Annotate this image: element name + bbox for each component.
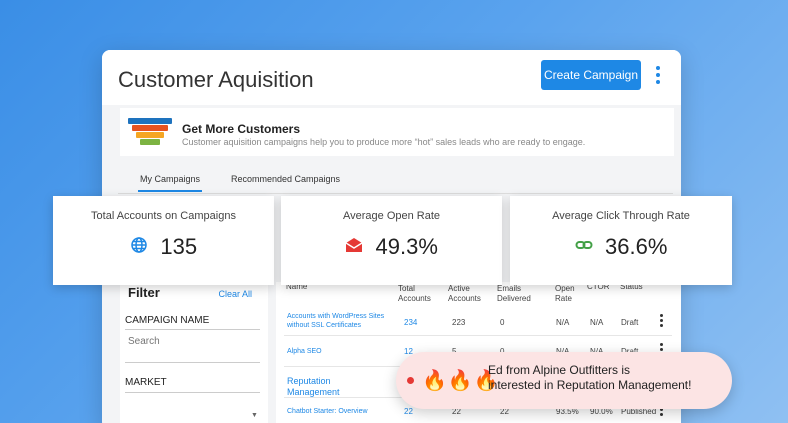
- link-icon: [575, 236, 593, 259]
- active-accounts-cell: 223: [452, 318, 466, 327]
- column-header-total-accounts[interactable]: Total Accounts: [398, 284, 431, 303]
- page-title: Customer Aquisition: [118, 67, 314, 92]
- stat-card-open-rate: Average Open Rate 49.3%: [281, 196, 502, 285]
- campaign-name-label: CAMPAIGN NAME: [125, 315, 210, 326]
- ctor-cell: 90.0%: [590, 407, 613, 416]
- globe-icon: [130, 236, 148, 259]
- chevron-down-icon[interactable]: ▼: [251, 412, 258, 419]
- column-header-name[interactable]: Name: [286, 282, 308, 291]
- table-row[interactable]: Accounts with WordPress Sites without SS…: [284, 306, 672, 336]
- active-accounts-cell: 5: [452, 347, 456, 356]
- top-bar: Customer Aquisition Create Campaign: [102, 50, 681, 105]
- more-vertical-icon[interactable]: [652, 64, 664, 88]
- row-more-icon[interactable]: [660, 314, 664, 329]
- info-banner: Get More Customers Customer aquisition c…: [120, 108, 674, 156]
- tab-my-campaigns[interactable]: My Campaigns: [138, 174, 203, 192]
- campaign-tabs: My Campaigns Recommended Campaigns: [118, 174, 673, 194]
- market-label: MARKET: [125, 377, 167, 388]
- app-window: Customer Aquisition Create Campaign Get …: [102, 50, 681, 423]
- emails-delivered-cell: 0: [500, 318, 505, 327]
- banner-title: Get More Customers: [182, 122, 301, 136]
- email-open-icon: [345, 236, 363, 259]
- notification-line-1: Ed from Alpine Outfitters is: [488, 363, 631, 377]
- campaign-name-link[interactable]: Alpha SEO: [287, 348, 322, 355]
- stat-label: Average Open Rate: [342, 210, 441, 222]
- funnel-icon: [128, 118, 172, 148]
- stat-card-total-accounts: Total Accounts on Campaigns 135: [53, 196, 274, 285]
- total-accounts-cell[interactable]: 234: [404, 318, 418, 327]
- lead-notification-toast[interactable]: 🔥🔥🔥 Ed from Alpine Outfitters is interes…: [396, 352, 732, 409]
- divider: [125, 329, 260, 330]
- ctor-cell: N/A: [590, 347, 603, 356]
- divider: [125, 392, 260, 393]
- open-rate-cell: 93.5%: [556, 407, 579, 416]
- tab-recommended-campaigns[interactable]: Recommended Campaigns: [231, 174, 341, 184]
- filter-title: Filter: [128, 285, 160, 300]
- campaign-name-link[interactable]: Reputation Management: [287, 376, 340, 397]
- stat-card-click-through-rate: Average Click Through Rate 36.6%: [510, 196, 732, 285]
- total-accounts-cell[interactable]: 12: [404, 347, 413, 356]
- open-rate-cell: N/A: [556, 347, 569, 356]
- campaign-name-link[interactable]: Chatbot Starter: Overview: [287, 408, 368, 415]
- stat-value: 36.6%: [605, 234, 668, 259]
- notification-dot: [407, 377, 414, 384]
- column-header-ctor[interactable]: CTOR: [587, 282, 610, 291]
- create-campaign-button[interactable]: Create Campaign: [541, 60, 641, 90]
- fire-icon: 🔥🔥🔥: [422, 370, 500, 392]
- stat-label: Total Accounts on Campaigns: [91, 210, 236, 222]
- ctor-cell: N/A: [590, 318, 604, 327]
- campaign-name-link[interactable]: Accounts with WordPress Sites without SS…: [287, 313, 385, 329]
- banner-description: Customer aquisition campaigns help you t…: [182, 137, 586, 147]
- campaign-search-input[interactable]: [128, 336, 258, 347]
- total-accounts-cell[interactable]: 22: [404, 407, 413, 416]
- active-accounts-cell: 22: [452, 407, 461, 416]
- stat-value: 49.3%: [375, 234, 438, 259]
- column-header-status[interactable]: Status: [620, 282, 643, 291]
- column-header-active-accounts[interactable]: Active Accounts: [448, 284, 481, 303]
- divider: [125, 362, 260, 363]
- stat-value: 135: [160, 234, 198, 259]
- stat-label: Average Click Through Rate: [552, 210, 690, 222]
- notification-text: Ed from Alpine Outfitters is interested …: [488, 363, 691, 393]
- status-cell: Draft: [621, 347, 638, 356]
- filter-panel: Filter Clear All CAMPAIGN NAME MARKET ▼: [120, 282, 268, 423]
- notification-line-2: interested in Reputation Management!: [488, 378, 692, 392]
- column-header-emails-delivered[interactable]: Emails Delivered: [497, 284, 531, 303]
- status-cell: Published: [621, 407, 657, 416]
- emails-delivered-cell: 0: [500, 347, 504, 356]
- open-rate-cell: N/A: [556, 318, 570, 327]
- column-header-open-rate[interactable]: Open Rate: [555, 284, 575, 303]
- clear-all-link[interactable]: Clear All: [218, 289, 252, 299]
- emails-delivered-cell: 22: [500, 407, 509, 416]
- status-cell: Draft: [621, 318, 639, 327]
